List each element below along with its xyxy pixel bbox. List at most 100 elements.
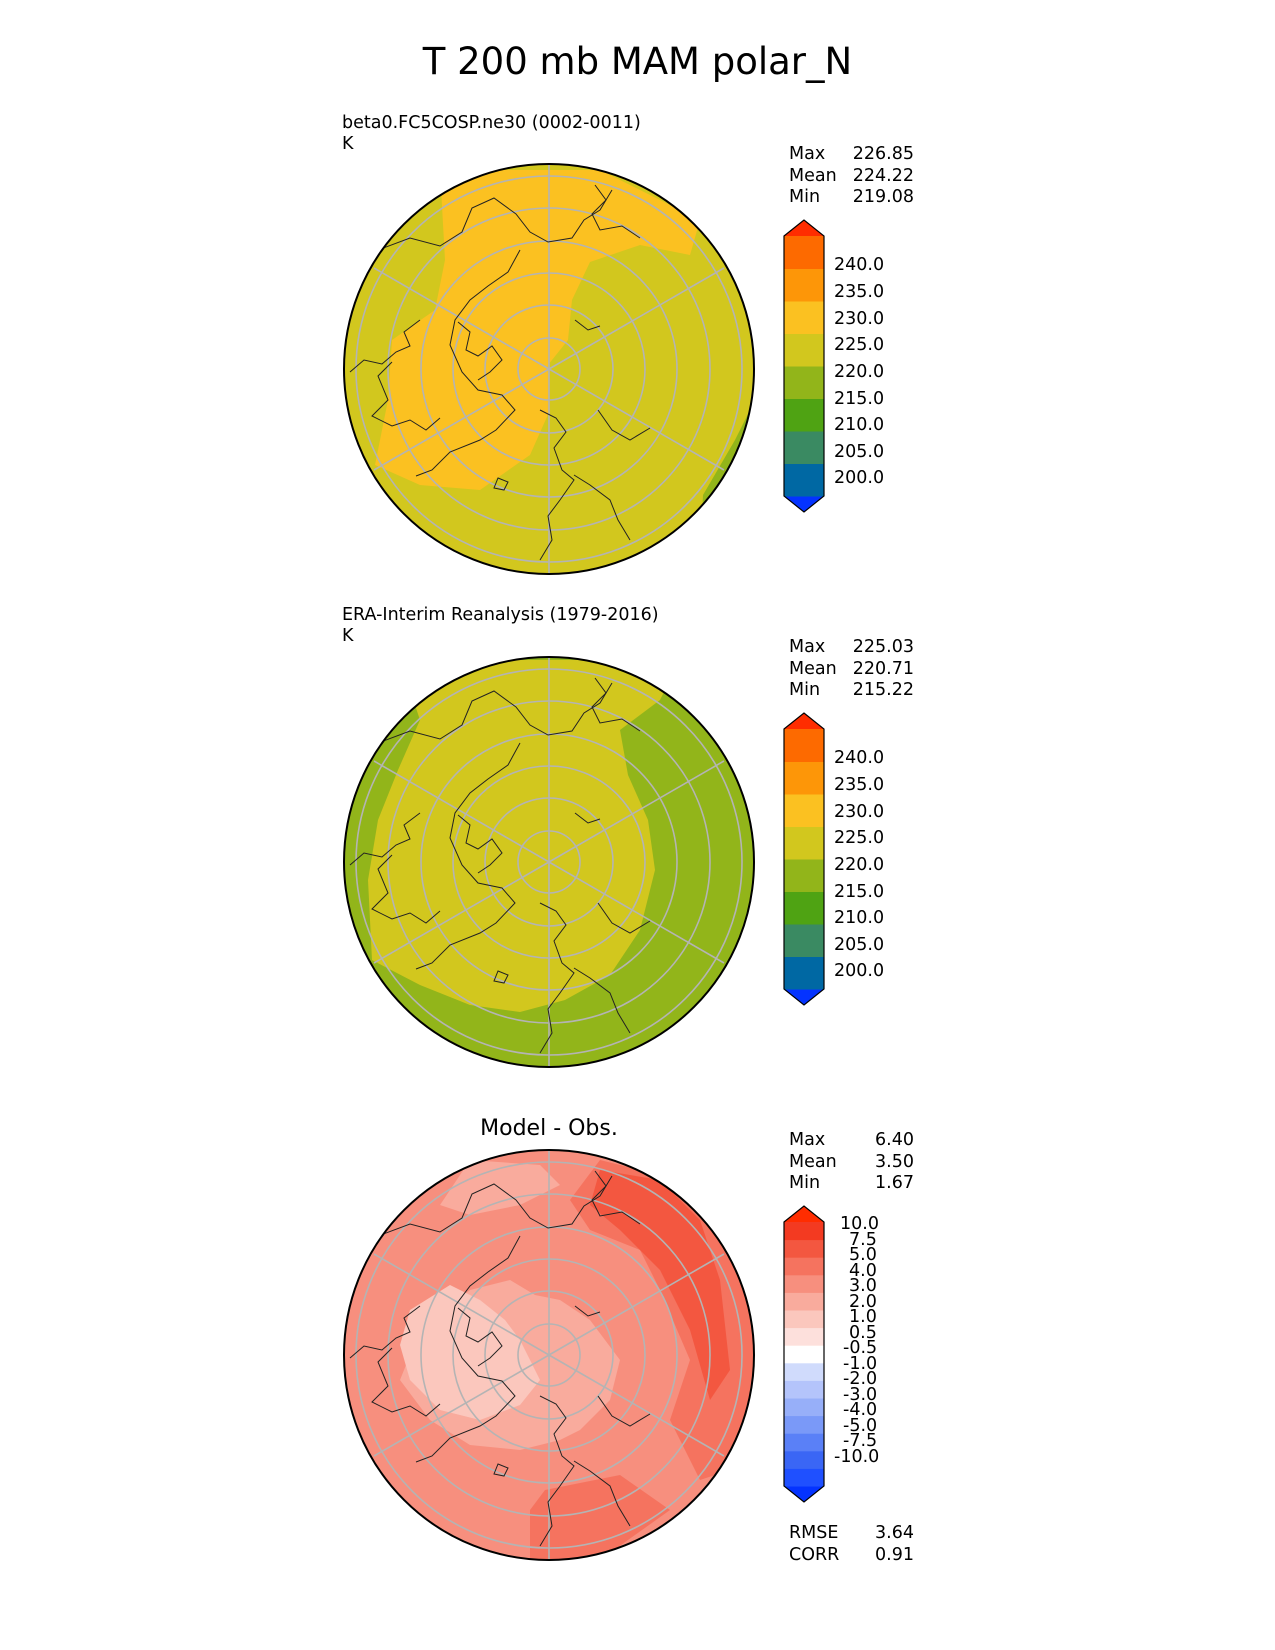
stat-row-max: Max 6.40	[789, 1130, 914, 1150]
panel3-title: Model - Obs.	[480, 1116, 618, 1141]
colorbar-tick-label: 205.0	[834, 935, 884, 955]
colorbar-tick-label: 1.0	[849, 1307, 877, 1327]
stat-row-max: Max 226.85	[789, 144, 914, 164]
panel1-title: beta0.FC5COSP.ne30 (0002-0011)	[342, 113, 641, 133]
colorbar-segment	[784, 729, 824, 762]
colorbar-segments	[784, 1206, 824, 1502]
stat-row-min: Min 215.22	[789, 680, 914, 700]
colorbar-tick-label: 210.0	[834, 908, 884, 928]
colorbar-tick-label: 215.0	[834, 389, 884, 409]
coastlines	[349, 1170, 651, 1547]
colorbar-segment	[784, 1310, 824, 1329]
warm-region	[375, 170, 700, 490]
panel2-colorbar: 240.0 235.0 230.0 225.0 220.0 215.0 210.…	[783, 712, 884, 1006]
colorbar-segment	[784, 463, 824, 497]
colorbar-segment	[784, 924, 824, 957]
colorbar-segment	[784, 956, 824, 990]
panel2-units: K	[342, 626, 354, 646]
colorbar-segment	[784, 236, 824, 269]
colorbar-segment	[784, 826, 824, 860]
colorbar-segment	[784, 301, 824, 334]
colorbar-tick-label: 215.0	[834, 882, 884, 902]
panel3-stats: Max 6.40 Mean 3.50 Min 1.67	[789, 1130, 914, 1195]
stat-row-mean: Mean 220.71	[789, 658, 914, 679]
colorbar-segment	[784, 859, 824, 892]
colorbar-segment	[784, 398, 824, 432]
colorbar-tick-label: 0.5	[849, 1323, 877, 1343]
colorbar-tick-label: -3.0	[843, 1385, 877, 1405]
colorbar-segment	[784, 1274, 824, 1293]
colorbar-tick-label: -0.5	[843, 1338, 877, 1358]
colorbar-tick-label: 10.0	[840, 1214, 879, 1234]
high-region-bottom	[530, 1475, 670, 1560]
colorbar-extend-low	[784, 496, 824, 512]
mid-region	[368, 660, 680, 1012]
colorbar-tick-label: 4.0	[849, 1261, 877, 1281]
colorbar-tick-label: 7.5	[849, 1230, 877, 1250]
colorbar-segment	[784, 431, 824, 464]
colorbar-tick-label: 225.0	[834, 828, 884, 848]
colorbar-segment	[784, 1239, 824, 1258]
panel2-polar-map	[343, 656, 755, 1068]
panel1-stats: Max 226.85 Mean 224.22 Min 219.08	[789, 144, 914, 209]
colorbar-extend-low	[784, 1486, 824, 1502]
colorbar-tick-label: 240.0	[834, 255, 884, 275]
stat-row-mean: Mean 224.22	[789, 165, 914, 186]
colorbar-segment	[784, 1415, 824, 1434]
coastlines	[349, 184, 651, 561]
stat-row-min: Min 1.67	[789, 1173, 914, 1193]
panel2-title: ERA-Interim Reanalysis (1979-2016)	[342, 605, 659, 625]
colorbar-tick-label: 235.0	[834, 775, 884, 795]
panel1-colorbar: 240.0 235.0 230.0 225.0 220.0 215.0 210.…	[783, 219, 884, 513]
stat-row-min: Min 219.08	[789, 187, 914, 207]
colorbar-tick-label: -1.0	[843, 1354, 877, 1374]
mid-region-top	[440, 1160, 560, 1215]
colorbar-extend-low	[784, 989, 824, 1005]
colorbar-tick-label: 240.0	[834, 748, 884, 768]
colorbar-segment	[784, 268, 824, 302]
colorbar-segment	[784, 333, 824, 367]
colorbar-tick-label: 5.0	[849, 1245, 877, 1265]
stat-row-mean: Mean 3.50	[789, 1151, 914, 1172]
metric-row-rmse: RMSE 3.64	[789, 1523, 914, 1543]
colorbar-segments	[784, 220, 824, 512]
colorbar-tick-label: 3.0	[849, 1276, 877, 1296]
colorbar-segment	[784, 1362, 824, 1381]
colorbar-tick-label: -7.5	[843, 1431, 877, 1451]
colorbar-tick-label: 230.0	[834, 309, 884, 329]
colorbar-segment	[784, 1468, 824, 1487]
colorbar-segment	[784, 1450, 824, 1469]
colorbar-tick-label: 220.0	[834, 362, 884, 382]
panel3-colorbar: 10.0 7.5 5.0 4.0 3.0 2.0 1.0 0.5 -0.5 -1…	[783, 1205, 879, 1503]
colorbar-tick-label: 220.0	[834, 855, 884, 875]
stat-row-max: Max 225.03	[789, 637, 914, 657]
colorbar-segment	[784, 1380, 824, 1399]
colorbar-tick-label: -5.0	[843, 1416, 877, 1436]
colorbar-tick-label: -4.0	[843, 1400, 877, 1420]
colorbar-segment	[784, 1345, 824, 1364]
colorbar-segment	[784, 1222, 824, 1241]
coastlines	[349, 677, 651, 1054]
colorbar-tick-label: -2.0	[843, 1369, 877, 1389]
colorbar-tick-label: 225.0	[834, 335, 884, 355]
colorbar-extend-high	[784, 1206, 824, 1222]
colorbar-segment	[784, 1292, 824, 1311]
colorbar-tick-label: 210.0	[834, 415, 884, 435]
colorbar-tick-label: 200.0	[834, 468, 884, 488]
high-region-right	[570, 1160, 754, 1480]
panel1-units: K	[342, 134, 354, 154]
colorbar-tick-label: 205.0	[834, 442, 884, 462]
metric-row-corr: CORR 0.91	[789, 1544, 914, 1565]
colorbar-segment	[784, 891, 824, 925]
colorbar-tick-label: 235.0	[834, 282, 884, 302]
colorbar-segment	[784, 794, 824, 827]
colorbar-extend-high	[784, 220, 824, 236]
low-region-left	[400, 1285, 540, 1420]
colorbar-tick-label: -10.0	[834, 1447, 879, 1467]
colorbar-segment	[784, 1398, 824, 1417]
panel3-metrics: RMSE 3.64 CORR 0.91	[789, 1523, 914, 1566]
colorbar-segment	[784, 1327, 824, 1346]
colorbar-segments	[784, 713, 824, 1005]
colorbar-segment	[784, 1257, 824, 1276]
panel2-stats: Max 225.03 Mean 220.71 Min 215.22	[789, 637, 914, 702]
